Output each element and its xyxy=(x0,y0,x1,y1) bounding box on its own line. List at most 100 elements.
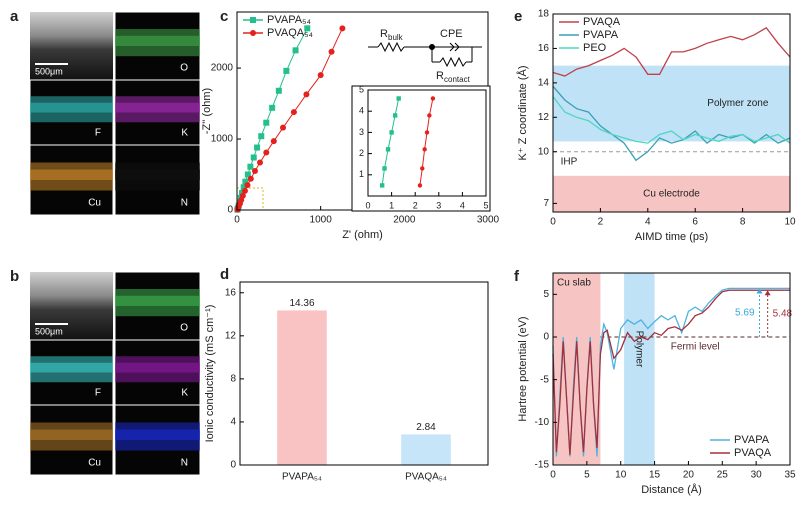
marker xyxy=(339,25,346,32)
x-tick-label: 3 xyxy=(436,200,441,210)
x-tick-label: 2 xyxy=(598,217,604,228)
band-label: Cu electrode xyxy=(643,189,700,200)
marker xyxy=(240,184,247,191)
element-map xyxy=(30,362,113,373)
value-label: 14.36 xyxy=(289,298,314,309)
marker xyxy=(422,147,427,152)
x-tick-label: 10 xyxy=(615,470,627,481)
legend-label: PEO xyxy=(583,42,607,54)
marker xyxy=(396,96,401,101)
x-tick-label: 15 xyxy=(649,470,661,481)
x-tick-label: 6 xyxy=(692,217,698,228)
band xyxy=(624,273,655,465)
element-map xyxy=(115,169,200,180)
marker xyxy=(424,130,430,135)
x-axis-title: Z' (ohm) xyxy=(342,229,383,241)
y-tick-label: 16 xyxy=(538,43,550,54)
legend-label: PVAQA xyxy=(583,16,621,28)
y-tick-label: 12 xyxy=(225,330,237,341)
marker xyxy=(303,91,310,98)
x-tick-label: 1000 xyxy=(310,215,333,226)
circuit-label: R xyxy=(436,70,444,82)
marker xyxy=(239,192,246,199)
element-map xyxy=(115,295,200,306)
y-axis-title: Ionic conductivity (mS cm⁻¹) xyxy=(204,305,216,443)
value-label: 2.84 xyxy=(416,422,436,433)
marker xyxy=(417,183,423,188)
element-map xyxy=(115,35,200,46)
circuit xyxy=(368,41,482,68)
marker xyxy=(389,130,394,135)
y-tick-label: 4 xyxy=(359,106,364,116)
panel-label: c xyxy=(220,8,228,25)
scale-bar-label: 500μm xyxy=(35,66,63,76)
x-tick-label: PVAPA₅₄ xyxy=(282,472,322,483)
band xyxy=(553,273,601,465)
element-label: N xyxy=(181,198,188,209)
element-label: Cu xyxy=(88,198,101,209)
y-tick-label: 18 xyxy=(538,9,550,20)
marker xyxy=(258,133,265,140)
element-label: F xyxy=(95,128,101,139)
marker xyxy=(382,166,387,171)
sem-image xyxy=(30,12,113,80)
series-line xyxy=(419,98,434,186)
x-tick-label: 4 xyxy=(460,200,465,210)
plot-frame xyxy=(552,13,791,213)
band xyxy=(553,175,790,212)
x-tick-label: 3000 xyxy=(477,215,500,226)
x-tick-label: 1 xyxy=(389,200,394,210)
legend-label: PVAQA xyxy=(734,447,772,459)
band-label: Polymer zone xyxy=(707,98,769,109)
marker xyxy=(241,187,248,194)
x-tick-label: 5 xyxy=(483,200,488,210)
marker xyxy=(270,138,277,145)
x-tick-label: 8 xyxy=(740,217,746,228)
band-label: Cu slab xyxy=(557,278,591,289)
marker xyxy=(257,159,264,166)
panel-label: a xyxy=(10,8,19,25)
y-tick-label: 4 xyxy=(230,417,236,428)
y-tick-label: 0 xyxy=(543,332,549,343)
marker xyxy=(280,124,287,131)
marker xyxy=(263,119,270,126)
marker xyxy=(385,147,391,152)
element-label: O xyxy=(180,323,188,334)
y-axis-title: -Z'' (ohm) xyxy=(201,88,213,134)
band-label: Polymer xyxy=(634,331,645,368)
y-tick-label: 2 xyxy=(359,148,364,158)
marker xyxy=(392,113,398,118)
reference-label: IHP xyxy=(561,156,578,167)
marker xyxy=(242,178,249,185)
x-tick-label: 2 xyxy=(413,200,418,210)
element-label: K xyxy=(181,128,188,139)
plot-frame xyxy=(367,89,487,197)
legend-label: PVAPA xyxy=(583,29,619,41)
series-line xyxy=(552,289,790,455)
circuit-label: R xyxy=(380,28,388,40)
circuit-label-sub: bulk xyxy=(388,33,404,42)
marker xyxy=(317,72,324,79)
element-label: N xyxy=(181,458,188,469)
y-tick-label: 1 xyxy=(359,169,364,179)
y-tick-label: -10 xyxy=(535,417,550,428)
y-tick-label: 5 xyxy=(359,84,364,94)
element-map xyxy=(30,102,113,113)
element-map xyxy=(30,429,113,440)
plot-frame xyxy=(552,272,791,466)
x-axis-title: AIMD time (ps) xyxy=(635,231,708,243)
y-axis-title: K⁺ Z coordinate (Å) xyxy=(516,65,529,160)
marker xyxy=(251,167,258,174)
sem-image xyxy=(30,272,113,340)
legend-marker xyxy=(250,17,256,23)
y-tick-label: 2000 xyxy=(211,63,234,74)
marker xyxy=(292,47,299,54)
marker xyxy=(269,104,276,111)
y-axis-title: Hartree potential (eV) xyxy=(517,316,529,421)
element-map xyxy=(115,102,200,113)
element-map xyxy=(115,362,200,373)
x-tick-label: 0 xyxy=(365,200,370,210)
legend-label: PVAQA₅₄ xyxy=(267,27,314,39)
y-tick-label: 14 xyxy=(538,78,550,89)
